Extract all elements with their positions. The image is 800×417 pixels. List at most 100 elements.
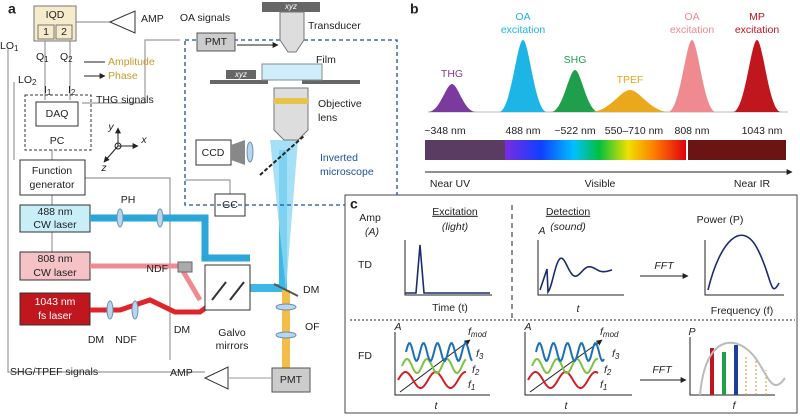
- schematic-ellipse: [106, 300, 114, 320]
- fft-fd: FFT: [652, 364, 673, 376]
- schematic-rect: [195, 139, 232, 166]
- symbol: f: [468, 379, 472, 391]
- waveform: [527, 371, 599, 389]
- schematic-g: [103, 127, 139, 163]
- symbol: I: [68, 84, 71, 96]
- amp-symbol: (A): [365, 226, 379, 238]
- transducer: Transducer: [308, 20, 361, 32]
- frequency: Frequency (f): [711, 305, 773, 317]
- laser-1043: 1043 nm: [35, 296, 76, 308]
- fd-det-f2: f2: [604, 364, 612, 377]
- lo1: LO1: [0, 40, 19, 53]
- q1: Q1: [36, 51, 49, 64]
- bands: Near IR: [734, 178, 771, 190]
- schematic-path: [211, 281, 245, 301]
- laser-1043: fs laser: [38, 310, 72, 322]
- fd-exc-x: t: [435, 400, 439, 412]
- phase: Phase: [108, 70, 138, 82]
- schematic-path: [399, 339, 471, 393]
- schematic-path: [261, 63, 323, 81]
- dm-right: DM: [303, 284, 319, 296]
- label: TPEF: [617, 74, 644, 86]
- amp: Amp: [359, 212, 381, 224]
- schematic-rect: [196, 32, 236, 52]
- bands: Visible: [585, 178, 616, 190]
- schematic-path: [279, 11, 305, 53]
- schematic-path: [405, 244, 490, 294]
- subscript: 2: [71, 88, 76, 97]
- detection-note: (sound): [550, 221, 586, 233]
- laser-808: CW laser: [33, 267, 77, 279]
- symbol: LO: [18, 74, 32, 86]
- schematic-rect: [19, 204, 91, 233]
- ndf-upper: NDF: [146, 263, 168, 275]
- label: c: [350, 196, 358, 212]
- schematic-path: [90, 214, 250, 262]
- symbol: f: [600, 379, 604, 391]
- waveform: [531, 357, 599, 375]
- waveform: [405, 342, 473, 362]
- spectral-peak: [551, 70, 599, 112]
- subscript: 2: [474, 368, 480, 377]
- subscript: 2: [606, 368, 612, 377]
- fd-det-x: t: [565, 400, 569, 412]
- pc: PC: [50, 135, 65, 147]
- symbol: LO: [0, 40, 14, 52]
- amplitude: Amplitude: [108, 56, 155, 68]
- schematic-g: [106, 141, 297, 339]
- label: SHG: [564, 54, 587, 66]
- schematic-rect: [505, 140, 686, 160]
- thg-signals: THG signals: [96, 94, 154, 106]
- schematic-path: [259, 134, 306, 176]
- excitation-note: (light): [442, 221, 468, 233]
- ccd: CCD: [202, 147, 225, 159]
- fd-exc-f2: f2: [472, 364, 480, 377]
- laser-808: 808 nm: [37, 253, 72, 265]
- fd-exc-f1: f1: [468, 379, 475, 392]
- subscript: 2: [68, 55, 73, 64]
- symbol: Q: [36, 51, 44, 63]
- spectral-peak: [590, 90, 670, 112]
- fft-td: FFT: [654, 260, 675, 272]
- time: Time (t): [432, 302, 468, 314]
- ph: PH: [121, 194, 136, 206]
- waveform: [535, 342, 605, 362]
- stage-top: xyz: [284, 2, 297, 11]
- schematic-path: [273, 283, 299, 297]
- subscript: 3: [479, 352, 484, 361]
- schematic-rect: [204, 264, 251, 311]
- schematic-g: [394, 240, 784, 396]
- amp-top: AMP: [141, 13, 164, 25]
- schematic-path: [44, 40, 71, 100]
- symbol: f: [476, 348, 480, 360]
- spectral-peak: [499, 40, 547, 112]
- schematic-ellipse: [246, 141, 254, 163]
- power: Power (P): [697, 214, 744, 226]
- schematic-rect: [19, 292, 91, 326]
- label: excitation: [735, 24, 780, 36]
- schematic-rect: [425, 140, 505, 160]
- schematic-g: [710, 345, 738, 395]
- schematic-path: [84, 61, 105, 76]
- subscript: 1: [47, 88, 52, 97]
- schematic-path: [699, 341, 786, 396]
- wavelength: ~348 nm: [424, 125, 465, 137]
- i1: I1: [44, 84, 52, 97]
- schematic-path: [404, 240, 492, 296]
- schematic-rect: [177, 261, 193, 273]
- laser-488: 488 nm: [37, 206, 72, 218]
- detection: Detection: [546, 206, 591, 218]
- pmt-bottom: PMT: [280, 374, 303, 386]
- fd-pow-y: P: [688, 326, 695, 338]
- schematic-path: [704, 240, 784, 296]
- microscope: microscope: [320, 166, 374, 178]
- schematic-ellipse: [275, 331, 297, 339]
- subscript: 1: [14, 44, 19, 53]
- port1: 1: [43, 26, 49, 38]
- pmt-top: PMT: [205, 36, 228, 48]
- schematic-path: [85, 177, 171, 360]
- laser-488: CW laser: [33, 219, 77, 231]
- fd-pow-x: f: [733, 400, 737, 412]
- subscript: 2: [32, 78, 37, 87]
